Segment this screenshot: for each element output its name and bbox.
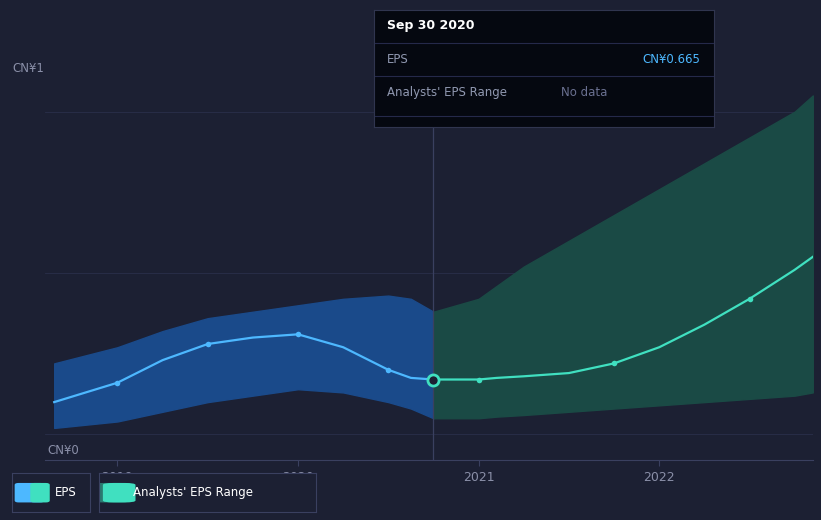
Text: No data: No data [561, 86, 608, 99]
Text: EPS: EPS [55, 486, 77, 499]
Text: Actual: Actual [389, 96, 426, 109]
Text: CN¥0: CN¥0 [47, 444, 79, 457]
Text: Analysts Forecasts: Analysts Forecasts [441, 96, 551, 109]
FancyBboxPatch shape [30, 483, 50, 502]
Text: Analysts' EPS Range: Analysts' EPS Range [133, 486, 254, 499]
Text: Analysts' EPS Range: Analysts' EPS Range [388, 86, 507, 99]
Text: CN¥0.665: CN¥0.665 [643, 53, 700, 66]
FancyBboxPatch shape [92, 483, 131, 502]
Text: Sep 30 2020: Sep 30 2020 [388, 19, 475, 32]
FancyBboxPatch shape [103, 483, 135, 502]
Text: EPS: EPS [388, 53, 409, 66]
Text: CN¥1: CN¥1 [12, 62, 44, 75]
FancyBboxPatch shape [15, 483, 44, 502]
